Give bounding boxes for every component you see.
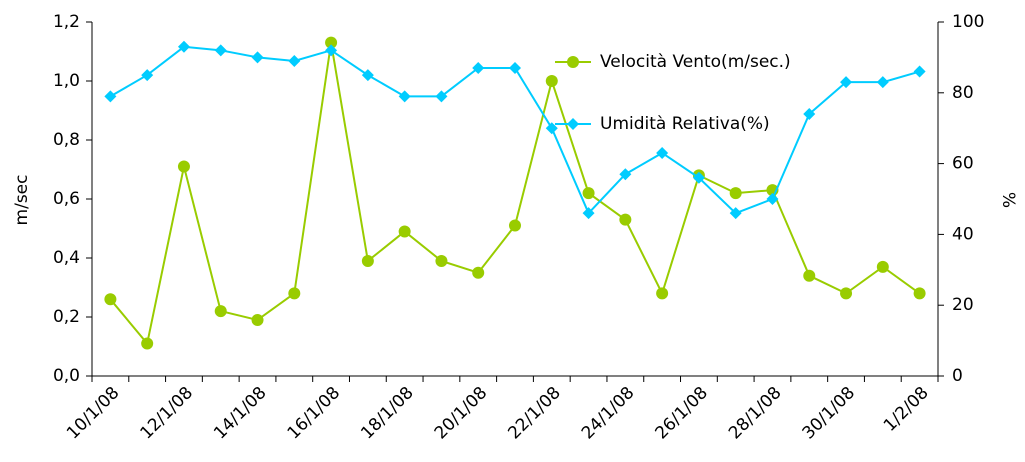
y2-axis-title: % [998, 192, 1018, 208]
y2-tick-label: 80 [952, 83, 974, 103]
x-tick-label: 1/2/08 [880, 383, 933, 436]
data-point [619, 213, 632, 226]
data-point [729, 207, 742, 220]
data-point [214, 44, 227, 57]
data-point [435, 254, 448, 267]
data-point [803, 108, 816, 121]
y-tick-label: 0,6 [53, 189, 80, 209]
y-tick-label: 1,0 [53, 71, 80, 91]
data-point [582, 207, 595, 220]
y2-tick-label: 0 [952, 366, 963, 386]
data-point [619, 168, 632, 181]
data-point [876, 76, 889, 89]
data-point [141, 337, 154, 350]
y-tick-label: 0,0 [53, 366, 80, 386]
data-point [840, 287, 853, 300]
data-point [177, 40, 190, 53]
data-point [325, 44, 338, 57]
legend-marker [567, 118, 579, 130]
data-point [177, 160, 190, 173]
y2-tick-label: 60 [952, 154, 974, 174]
y2-tick-label: 40 [952, 224, 974, 244]
data-point [251, 313, 264, 326]
data-point [398, 225, 411, 238]
x-tick-label: 20/1/08 [431, 383, 491, 443]
y-tick-label: 0,4 [53, 248, 80, 268]
x-tick-label: 12/1/08 [137, 383, 197, 443]
data-point [876, 260, 889, 273]
series-line [109, 42, 921, 346]
x-tick-label: 14/1/08 [210, 383, 270, 443]
legend-marker [567, 56, 579, 68]
x-tick-label: 24/1/08 [578, 383, 638, 443]
data-point [840, 76, 853, 89]
data-point [545, 75, 558, 87]
data-point [288, 287, 301, 300]
data-point [251, 51, 264, 64]
data-point [509, 62, 521, 75]
data-point [729, 187, 742, 200]
y-tick-label: 0,2 [53, 307, 80, 327]
x-tick-label: 26/1/08 [651, 383, 711, 443]
data-point [361, 69, 374, 82]
data-point [361, 254, 374, 267]
data-point [104, 293, 117, 306]
x-tick-label: 10/1/08 [63, 383, 123, 443]
x-tick-label: 16/1/08 [284, 383, 344, 443]
y-tick-label: 0,8 [53, 130, 80, 150]
data-point [656, 287, 669, 300]
legend-label: Velocità Vento(m/sec.) [600, 52, 791, 72]
data-point [325, 36, 338, 49]
data-point [656, 146, 669, 159]
data-point [472, 266, 485, 279]
data-point [582, 187, 595, 200]
data-point [398, 90, 411, 103]
x-tick-label: 18/1/08 [357, 383, 417, 443]
data-point [766, 193, 779, 205]
data-point [288, 54, 301, 67]
data-point [435, 90, 448, 103]
y2-tick-label: 100 [952, 12, 984, 32]
data-point [141, 69, 154, 82]
data-point [104, 90, 117, 103]
y-axis-title: m/sec [12, 175, 32, 226]
data-point [509, 219, 521, 232]
x-tick-label: 30/1/08 [799, 383, 859, 443]
data-point [692, 171, 705, 184]
data-point [472, 62, 485, 75]
legend-label: Umidità Relativa(%) [600, 114, 770, 134]
y2-tick-label: 20 [952, 295, 974, 315]
data-point [913, 65, 926, 78]
data-point [803, 269, 816, 282]
y-tick-label: 1,2 [53, 12, 80, 32]
x-tick-label: 22/1/08 [504, 383, 564, 443]
x-tick-label: 28/1/08 [725, 383, 785, 443]
data-point [913, 287, 926, 300]
data-point [545, 122, 558, 135]
data-point [214, 305, 227, 318]
